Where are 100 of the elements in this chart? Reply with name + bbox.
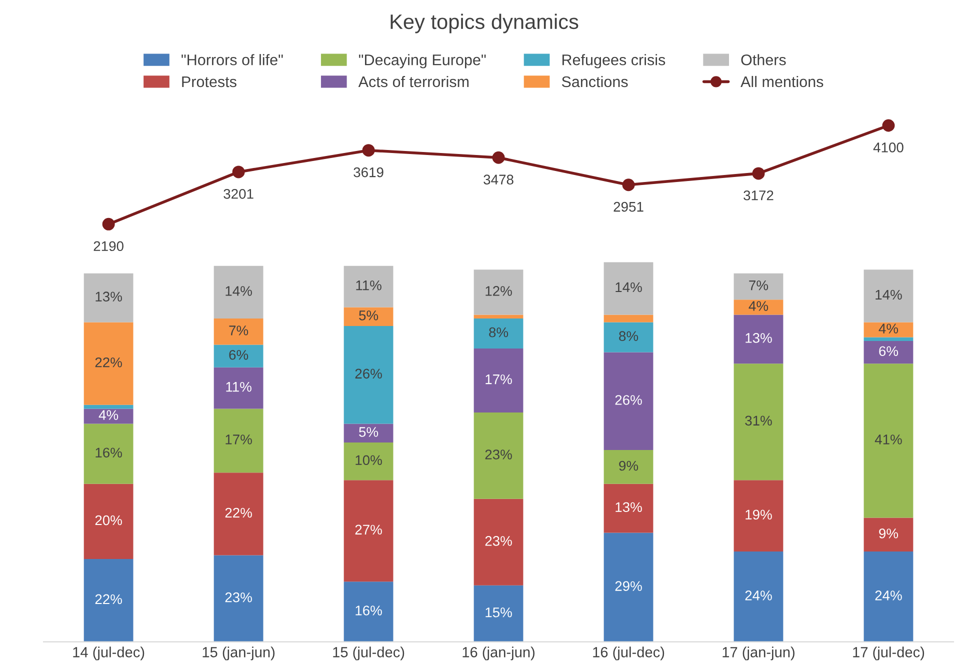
bar [734, 364, 784, 480]
bar [864, 552, 914, 642]
data-label: 2951 [614, 202, 644, 212]
data-label: 14% [226, 286, 252, 296]
x-tick-label: 16 (jan-jun) [462, 646, 534, 660]
data-label: 10% [356, 455, 382, 466]
bar [84, 424, 134, 484]
data-label: 24% [875, 590, 902, 600]
bar [344, 326, 394, 424]
bar [604, 314, 654, 322]
bar [604, 450, 654, 484]
chart-title: Key topics dynamics [390, 14, 578, 34]
data-label: 4% [878, 324, 898, 334]
data-label: 16% [96, 448, 122, 458]
data-label: 8% [489, 327, 508, 338]
data-label: 27% [355, 524, 382, 535]
data-label: 13% [96, 292, 122, 302]
bar [344, 582, 394, 642]
data-label: 4100 [873, 142, 904, 152]
bar [864, 364, 914, 518]
x-tick-label: 15 (jul-dec) [333, 646, 404, 660]
bar [214, 555, 264, 642]
data-label: 16% [356, 606, 382, 616]
bar [864, 341, 914, 364]
data-label: 22% [95, 594, 122, 604]
bar [344, 480, 394, 582]
data-label: 5% [359, 310, 378, 320]
legend-label: Acts of terrorism [358, 76, 469, 88]
data-label: 11% [356, 280, 382, 290]
data-label: 14% [876, 290, 902, 300]
bar [734, 480, 784, 552]
data-label: 11% [226, 382, 252, 392]
data-label: 15% [486, 608, 512, 618]
data-label: 23% [225, 592, 252, 602]
x-tick-label: 16 (jul-dec) [593, 646, 664, 660]
bar [864, 322, 914, 338]
data-label: 7% [749, 280, 768, 290]
bar [474, 318, 524, 349]
data-label: 12% [486, 286, 512, 296]
legend-label: "Decaying Europe" [358, 54, 486, 68]
bar [84, 559, 134, 642]
bar [344, 424, 394, 443]
point [102, 218, 115, 230]
bar [344, 307, 394, 326]
bar [214, 408, 264, 473]
bar [734, 300, 784, 315]
bar [84, 404, 134, 409]
bar [734, 552, 784, 642]
point [492, 151, 505, 164]
bar [864, 337, 914, 342]
data-label: 3201 [224, 188, 254, 199]
data-label: 26% [615, 395, 642, 405]
data-label: 6% [879, 346, 898, 356]
legend-label: Sanctions [562, 76, 628, 88]
bar [604, 262, 654, 315]
bar [734, 314, 784, 364]
bar [604, 532, 654, 642]
data-label: 6% [229, 350, 248, 360]
data-label: 5% [359, 427, 378, 437]
data-label: 13% [616, 502, 642, 512]
point [882, 119, 895, 132]
bar [84, 273, 134, 322]
data-label: 22% [225, 508, 252, 518]
data-label: 3478 [484, 174, 514, 184]
data-label: 19% [746, 510, 772, 520]
data-label: 7% [229, 326, 248, 336]
bar [604, 352, 654, 450]
data-label: 29% [615, 581, 642, 591]
bar [474, 348, 524, 412]
bar [474, 314, 524, 318]
data-label: 8% [619, 331, 638, 341]
bar [214, 318, 264, 345]
bar [604, 484, 654, 533]
bar [214, 367, 264, 409]
bar [474, 498, 524, 586]
legend-label: Refugees crisis [562, 54, 666, 68]
data-label: 4% [748, 301, 768, 311]
bar [734, 273, 784, 300]
data-label: 24% [745, 590, 772, 600]
data-label: 9% [619, 460, 638, 471]
data-label: 23% [485, 536, 512, 546]
legend-label: Others [741, 54, 786, 66]
x-tick-label: 15 (jan-jun) [202, 646, 275, 660]
x-tick-label: 14 (jul-dec) [73, 646, 144, 660]
bar [344, 442, 394, 480]
point [622, 178, 635, 192]
bar [604, 322, 654, 352]
bar [84, 484, 134, 560]
legend-label: Protests [182, 76, 236, 88]
data-label: 31% [745, 416, 772, 426]
data-label: 17% [486, 374, 512, 384]
bar [474, 270, 524, 315]
bar [344, 266, 394, 308]
data-label: 4% [98, 410, 118, 420]
point [752, 167, 765, 180]
data-label: 26% [355, 368, 382, 379]
data-label: 17% [226, 434, 252, 444]
data-label: 3172 [744, 190, 774, 200]
bar [474, 412, 524, 499]
bar [214, 266, 264, 318]
